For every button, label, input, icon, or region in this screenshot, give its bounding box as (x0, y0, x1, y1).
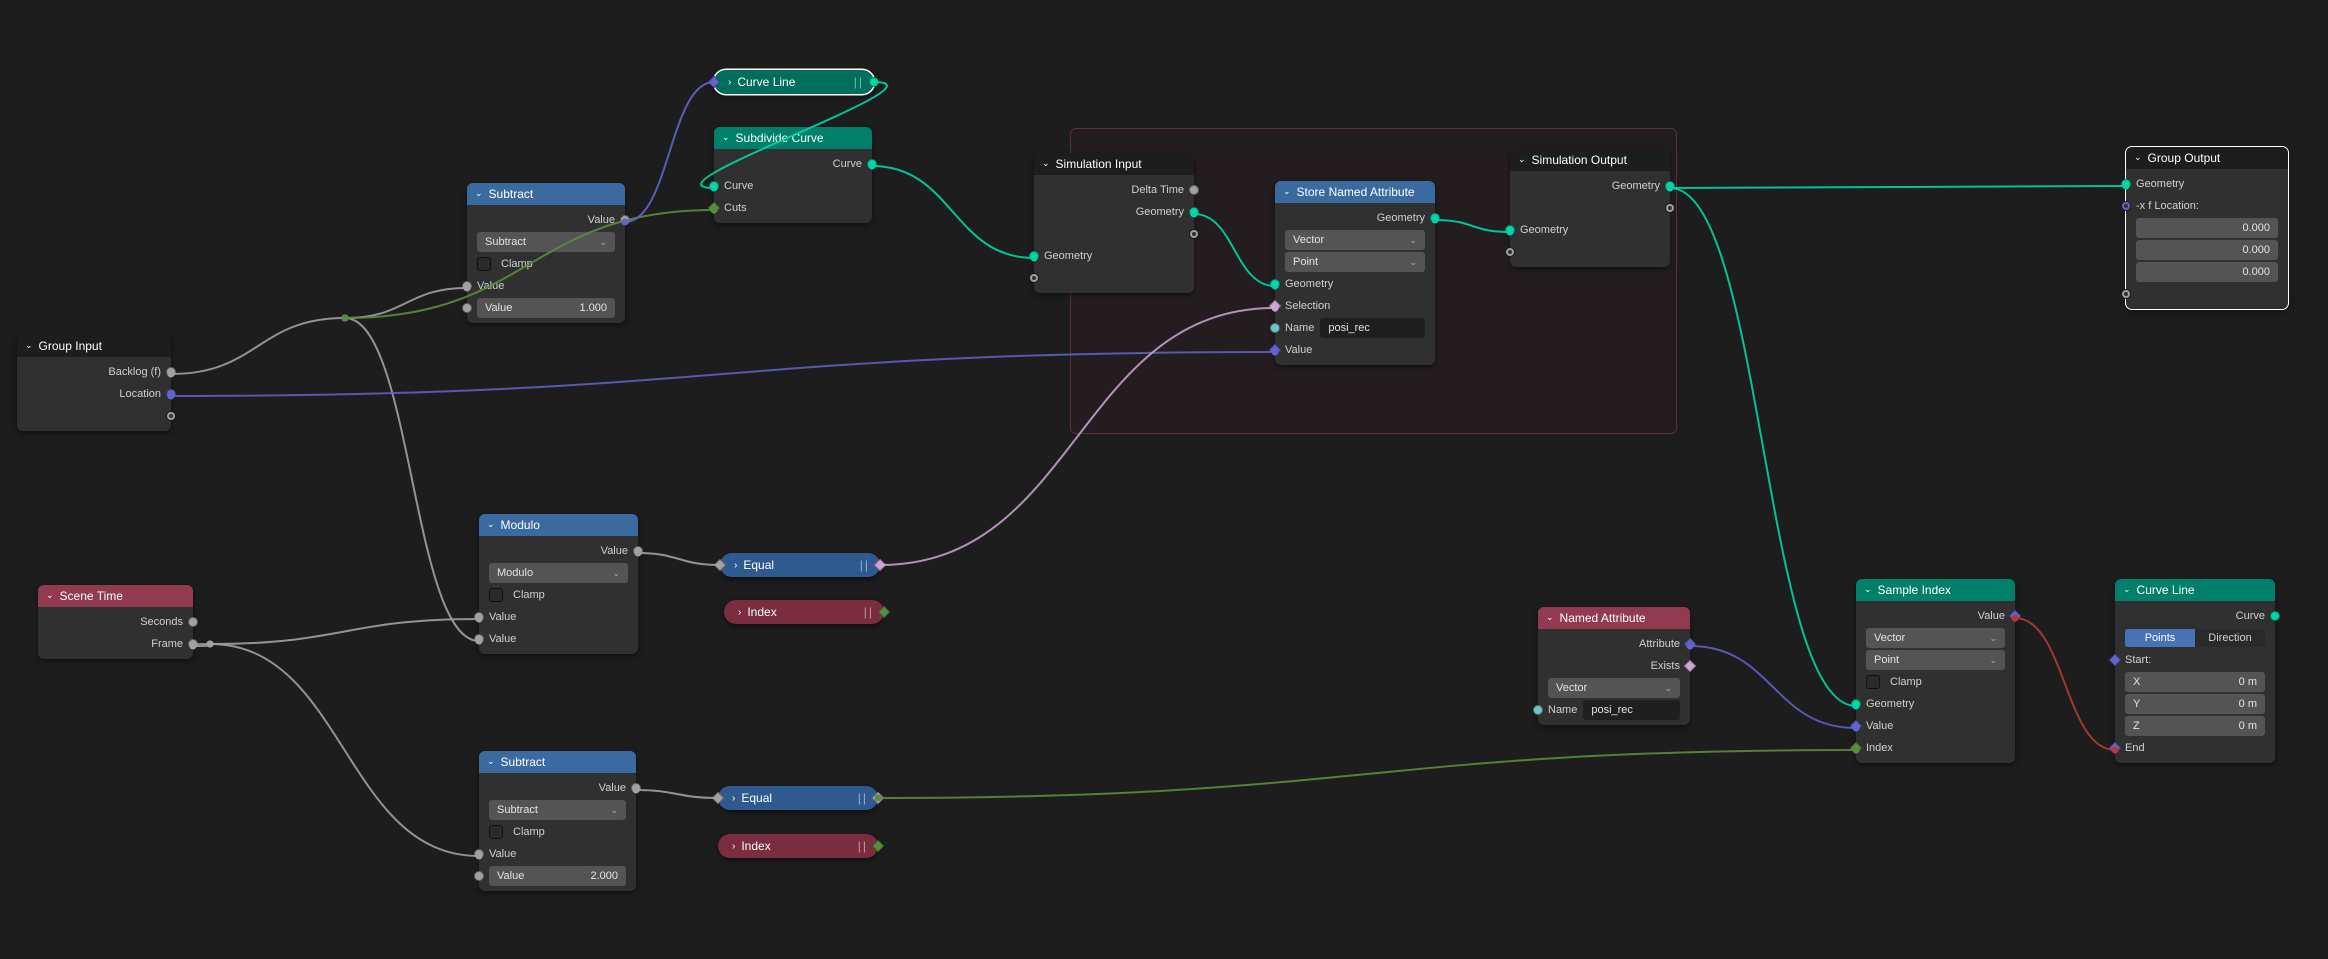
vec-field[interactable]: Z0 m (2125, 716, 2265, 736)
grip-icon: || (858, 791, 868, 805)
chevron-right-icon: › (734, 560, 737, 571)
chevron-down-icon: ⌄ (2123, 584, 2131, 595)
value-field[interactable]: 0.000 (2136, 240, 2278, 260)
grip-icon: || (860, 558, 870, 572)
dropdown[interactable]: Point⌄ (1285, 252, 1425, 272)
chevron-down-icon: ⌄ (25, 340, 33, 351)
node-equal1[interactable]: ›Equal|| (720, 553, 880, 577)
chevron-down-icon: ⌄ (475, 188, 483, 199)
node-curve_line_right[interactable]: ⌄Curve LineCurvePointsDirectionStart:X0 … (2115, 579, 2275, 763)
chevron-down-icon: ⌄ (1518, 154, 1526, 165)
node-curve_line_top[interactable]: ›Curve Line|| (714, 70, 874, 94)
value-field[interactable]: Value2.000 (489, 866, 626, 886)
dropdown[interactable]: Vector⌄ (1866, 628, 2005, 648)
chevron-right-icon: › (728, 77, 731, 88)
dropdown[interactable]: Modulo⌄ (489, 563, 628, 583)
node-equal2[interactable]: ›Equal|| (718, 786, 878, 810)
node-index1[interactable]: ›Index|| (724, 600, 884, 624)
chevron-down-icon: ⌄ (487, 756, 495, 767)
dropdown[interactable]: Vector⌄ (1285, 230, 1425, 250)
grip-icon: || (864, 605, 874, 619)
value-field[interactable]: 0.000 (2136, 262, 2278, 282)
node-subtract1[interactable]: ⌄SubtractValueSubtract⌄ClampValueValue1.… (467, 183, 625, 323)
reroute[interactable] (341, 314, 349, 322)
value-field[interactable]: Value1.000 (477, 298, 615, 318)
node-header[interactable]: ⌄Group Input (17, 335, 171, 357)
node-sim_input[interactable]: ⌄Simulation InputDelta TimeGeometryGeome… (1034, 153, 1194, 293)
chevron-down-icon: ⌄ (722, 132, 730, 143)
node-header[interactable]: ⌄Simulation Input (1034, 153, 1194, 175)
node-store_attr[interactable]: ⌄Store Named AttributeGeometryVector⌄Poi… (1275, 181, 1435, 365)
node-header[interactable]: ⌄Subtract (479, 751, 636, 773)
node-group_output[interactable]: ⌄Group OutputGeometry-x f Location:0.000… (2126, 147, 2288, 309)
node-modulo[interactable]: ⌄ModuloValueModulo⌄ClampValueValue (479, 514, 638, 654)
value-field[interactable]: 0.000 (2136, 218, 2278, 238)
chevron-right-icon: › (738, 607, 741, 618)
vec-field[interactable]: Y0 m (2125, 694, 2265, 714)
node-header[interactable]: ⌄Simulation Output (1510, 149, 1670, 171)
node-header[interactable]: ⌄Curve Line (2115, 579, 2275, 601)
mode-toggle[interactable]: PointsDirection (2125, 629, 2265, 647)
node-header[interactable]: ⌄Modulo (479, 514, 638, 536)
chevron-down-icon: ⌄ (1283, 186, 1291, 197)
node-header[interactable]: ⌄Sample Index (1856, 579, 2015, 601)
reroute[interactable] (206, 640, 214, 648)
checkbox-clamp[interactable] (477, 257, 491, 271)
chevron-right-icon: › (732, 793, 735, 804)
chevron-down-icon: ⌄ (487, 519, 495, 530)
checkbox-clamp[interactable] (489, 588, 503, 602)
chevron-down-icon: ⌄ (46, 590, 54, 601)
node-scene_time[interactable]: ⌄Scene TimeSecondsFrame (38, 585, 193, 659)
chevron-down-icon: ⌄ (1864, 584, 1872, 595)
node-sim_output[interactable]: ⌄Simulation OutputGeometryGeometry (1510, 149, 1670, 267)
text-input[interactable]: posi_rec (1320, 318, 1425, 338)
dropdown[interactable]: Point⌄ (1866, 650, 2005, 670)
text-input[interactable]: posi_rec (1583, 700, 1680, 720)
node-header[interactable]: ⌄Subdivide Curve (714, 127, 872, 149)
node-subtract2[interactable]: ⌄SubtractValueSubtract⌄ClampValueValue2.… (479, 751, 636, 891)
chevron-right-icon: › (732, 841, 735, 852)
node-sample_index[interactable]: ⌄Sample IndexValueVector⌄Point⌄ClampGeom… (1856, 579, 2015, 763)
node-header[interactable]: ⌄Scene Time (38, 585, 193, 607)
dropdown[interactable]: Subtract⌄ (477, 232, 615, 252)
node-group_input[interactable]: ⌄Group InputBacklog (f)Location (17, 335, 171, 431)
checkbox-clamp[interactable] (489, 825, 503, 839)
chevron-down-icon: ⌄ (2134, 152, 2142, 163)
chevron-down-icon: ⌄ (1546, 612, 1554, 623)
dropdown[interactable]: Subtract⌄ (489, 800, 626, 820)
checkbox-clamp[interactable] (1866, 675, 1880, 689)
node-header[interactable]: ⌄Store Named Attribute (1275, 181, 1435, 203)
grip-icon: || (858, 839, 868, 853)
chevron-down-icon: ⌄ (1042, 158, 1050, 169)
node-header[interactable]: ⌄Subtract (467, 183, 625, 205)
node-named_attr[interactable]: ⌄Named AttributeAttributeExistsVector⌄Na… (1538, 607, 1690, 725)
node-header[interactable]: ⌄Group Output (2126, 147, 2288, 169)
vec-field[interactable]: X0 m (2125, 672, 2265, 692)
grip-icon: || (854, 75, 864, 89)
node-subdivide[interactable]: ⌄Subdivide CurveCurveCurveCuts (714, 127, 872, 223)
node-index2[interactable]: ›Index|| (718, 834, 878, 858)
dropdown[interactable]: Vector⌄ (1548, 678, 1680, 698)
node-header[interactable]: ⌄Named Attribute (1538, 607, 1690, 629)
